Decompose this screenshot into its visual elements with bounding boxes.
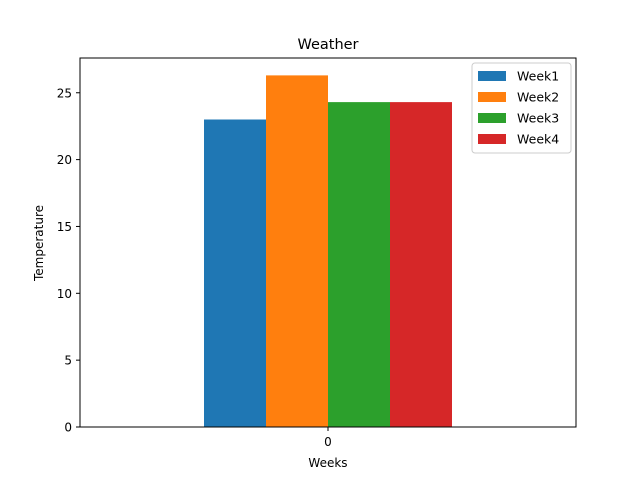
x-axis-label: Weeks: [308, 456, 347, 470]
bar-week1: [204, 119, 266, 427]
y-tick-label: 10: [57, 287, 72, 301]
y-tick-label: 0: [64, 421, 72, 435]
bar-week3: [328, 102, 390, 427]
legend-swatch-week3: [478, 113, 506, 123]
y-tick-label: 5: [64, 354, 72, 368]
legend-label-week3: Week3: [517, 111, 559, 126]
legend-label-week1: Week1: [517, 69, 559, 84]
y-axis-ticks: 0 5 10 15 20 25: [57, 86, 80, 435]
bar-week2: [266, 75, 328, 427]
chart-title: Weather: [297, 37, 358, 53]
bars-group: [204, 75, 452, 427]
legend-swatch-week1: [478, 71, 506, 81]
y-tick-label: 25: [57, 86, 72, 100]
legend-label-week4: Week4: [517, 132, 559, 147]
legend-label-week2: Week2: [517, 90, 559, 105]
legend-swatch-week2: [478, 92, 506, 102]
bar-week4: [390, 102, 452, 427]
y-tick-label: 20: [57, 153, 72, 167]
legend-box: [471, 62, 572, 154]
legend-swatch-week4: [478, 134, 506, 144]
y-tick-label: 15: [57, 220, 72, 234]
y-axis-label: Temperature: [32, 205, 46, 282]
plot-area-frame: [79, 57, 577, 428]
legend: Week1 Week2 Week3 Week4: [471, 62, 572, 154]
x-axis-ticks: 0: [324, 427, 332, 449]
x-tick-label: 0: [324, 435, 332, 449]
